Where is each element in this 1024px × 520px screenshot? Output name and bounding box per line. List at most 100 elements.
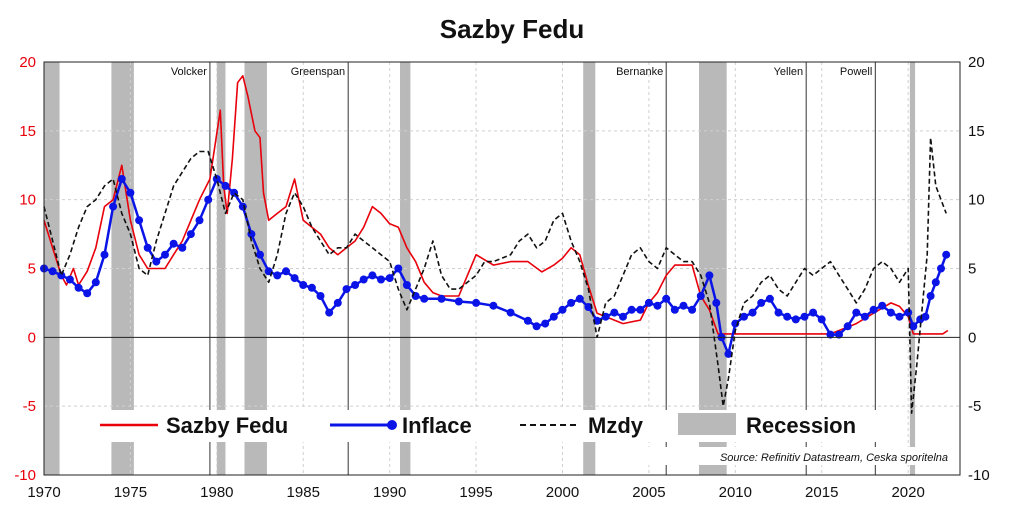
inflation-point-90 <box>860 312 869 321</box>
inflation-point-63 <box>636 305 645 314</box>
inflation-point-14 <box>161 250 169 259</box>
chair-label-volcker: Volcker <box>171 66 207 78</box>
legend-swatch-recession <box>678 413 736 435</box>
inflation-point-13 <box>152 257 161 266</box>
source-note: Source: Refinitiv Datastream, Ceska spor… <box>720 452 948 464</box>
inflation-point-79 <box>765 294 774 303</box>
inflation-point-51 <box>532 322 541 331</box>
inflation-point-50 <box>523 316 532 325</box>
inflation-point-46 <box>454 297 463 306</box>
inflation-point-1 <box>48 267 57 276</box>
x-tick-2005: 2005 <box>632 484 665 501</box>
chart-title: Sazby Fedu <box>440 14 584 44</box>
inflation-point-11 <box>135 216 144 225</box>
y-tick-left--5: -5 <box>23 398 36 415</box>
inflation-point-80 <box>774 308 783 317</box>
inflation-point-33 <box>325 308 334 317</box>
y-tick-right-5: 5 <box>968 261 976 278</box>
inflation-point-12 <box>143 243 152 252</box>
inflation-point-65 <box>653 301 662 310</box>
y-tick-left-20: 20 <box>19 54 36 71</box>
inflation-point-47 <box>472 298 481 307</box>
inflation-point-57 <box>584 303 593 311</box>
inflation-point-84 <box>809 308 818 317</box>
inflation-point-52 <box>541 319 550 328</box>
x-tick-2020: 2020 <box>891 484 924 501</box>
inflation-point-69 <box>688 305 697 314</box>
inflation-point-55 <box>567 298 576 307</box>
inflation-point-71 <box>705 271 714 280</box>
inflation-point-5 <box>83 289 92 298</box>
x-tick-1990: 1990 <box>373 484 406 501</box>
inflation-point-35 <box>342 285 351 294</box>
inflation-point-36 <box>351 281 360 289</box>
inflation-point-38 <box>368 271 377 280</box>
legend-label-recession: Recession <box>746 413 856 438</box>
inflation-point-98 <box>921 312 930 321</box>
inflation-point-61 <box>619 312 627 321</box>
inflation-point-34 <box>333 298 342 307</box>
inflation-point-17 <box>186 230 195 239</box>
inflation-point-94 <box>895 312 904 321</box>
y-tick-right--10: -10 <box>968 467 990 484</box>
x-tick-1985: 1985 <box>287 484 320 501</box>
y-tick-right-10: 10 <box>968 192 985 209</box>
inflation-point-60 <box>610 308 619 317</box>
x-tick-1975: 1975 <box>114 484 147 501</box>
inflation-point-77 <box>748 308 757 317</box>
inflation-point-74 <box>724 349 733 358</box>
inflation-point-37 <box>359 275 368 284</box>
x-tick-1980: 1980 <box>200 484 233 501</box>
inflation-point-45 <box>437 294 446 303</box>
inflation-point-39 <box>377 275 385 284</box>
legend-label-fed: Sazby Fedu <box>166 413 288 438</box>
inflation-point-41 <box>394 264 403 273</box>
y-tick-left-10: 10 <box>19 192 36 209</box>
series-line-fed <box>43 75 949 335</box>
recession-band-2 <box>216 62 226 475</box>
fed-chair-markers: Volcker Greenspan Bernanke Yellen Powell <box>171 62 876 475</box>
inflation-point-100 <box>931 278 940 287</box>
inflation-point-64 <box>644 298 653 307</box>
y-tick-right-20: 20 <box>968 54 985 71</box>
inflation-point-3 <box>65 275 74 284</box>
inflation-point-67 <box>670 305 679 314</box>
series-line-inflation <box>43 177 948 356</box>
inflation-point-101 <box>937 264 945 273</box>
inflation-point-48 <box>489 301 498 310</box>
recession-band-5 <box>583 62 596 475</box>
inflation-point-93 <box>886 308 895 317</box>
y-tick-left-15: 15 <box>19 123 36 140</box>
inflation-point-9 <box>117 175 126 183</box>
inflation-point-4 <box>74 283 83 292</box>
legend-label-inflation: Inflace <box>402 413 472 438</box>
inflation-point-29 <box>290 274 299 283</box>
series-line-wages <box>43 136 947 414</box>
chair-label-powell: Powell <box>840 66 872 78</box>
inflation-point-31 <box>307 283 316 292</box>
x-tick-2010: 2010 <box>719 484 752 501</box>
x-tick-1970: 1970 <box>27 484 60 501</box>
legend-label-wages: Mzdy <box>588 413 644 438</box>
inflation-point-96 <box>909 322 918 331</box>
y-tick-left-5: 5 <box>28 261 36 278</box>
inflation-point-89 <box>852 308 861 317</box>
y-tick-right-15: 15 <box>968 123 985 140</box>
y-tick-right--5: -5 <box>968 398 981 415</box>
inflation-point-83 <box>800 312 809 321</box>
legend: Sazby Fedu Inflace Mzdy Recession <box>92 410 882 442</box>
inflation-point-88 <box>843 322 852 331</box>
inflation-point-91 <box>869 305 878 314</box>
inflation-point-49 <box>506 308 515 317</box>
inflation-point-54 <box>558 305 567 314</box>
inflation-point-15 <box>169 239 178 248</box>
inflation-point-68 <box>679 301 688 310</box>
inflation-point-78 <box>757 298 766 307</box>
inflation-point-2 <box>57 271 66 280</box>
x-tick-1995: 1995 <box>459 484 492 501</box>
inflation-point-102 <box>942 250 951 259</box>
inflation-point-62 <box>627 305 636 314</box>
inflation-point-53 <box>549 312 558 321</box>
